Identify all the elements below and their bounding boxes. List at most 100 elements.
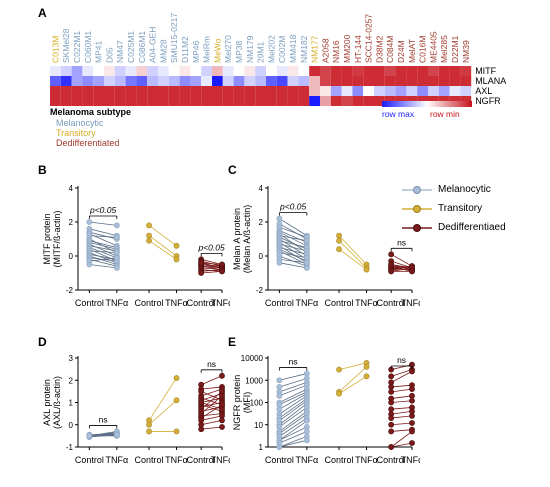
pair-line bbox=[391, 267, 413, 272]
pair-line bbox=[148, 225, 177, 247]
pair-line bbox=[391, 395, 413, 399]
heatmap-cell bbox=[82, 76, 94, 86]
heatmap-cell bbox=[104, 66, 115, 76]
data-point-control bbox=[388, 268, 395, 275]
pair-line bbox=[391, 407, 413, 410]
data-point-control bbox=[388, 406, 395, 413]
heatmap-cell bbox=[395, 76, 407, 86]
y-axis-label: Melan A protein bbox=[232, 208, 242, 270]
heatmap-cell bbox=[352, 96, 364, 106]
heatmap-column-label: SCC14-0257 bbox=[364, 14, 374, 63]
heatmap-cell bbox=[384, 76, 396, 86]
pair-line bbox=[391, 442, 413, 448]
y-tick-label: 0 bbox=[69, 252, 74, 261]
heatmap-cell bbox=[374, 96, 385, 106]
heatmap-column-label: MM418 bbox=[288, 34, 298, 63]
heatmap-cell bbox=[384, 66, 396, 76]
colorbar-min-label: row min bbox=[430, 109, 460, 119]
pair-line bbox=[201, 426, 223, 430]
data-point-tnfa bbox=[409, 368, 415, 375]
heatmap-column-label: NM177 bbox=[310, 35, 320, 63]
pair-line bbox=[148, 399, 177, 426]
pair-line bbox=[391, 265, 413, 270]
pair-line bbox=[338, 362, 367, 371]
pair-line bbox=[279, 439, 307, 448]
heatmap-cell bbox=[222, 86, 234, 96]
pair-line bbox=[201, 269, 223, 272]
x-tick-label: Control bbox=[75, 455, 104, 465]
data-point-control bbox=[336, 232, 342, 239]
y-tick-label: 10 bbox=[254, 421, 263, 430]
chart-melan-a: -2 0 2 4 Melan A protein (Melan A/ß-actin) Con… bbox=[232, 184, 420, 308]
data-point-tnfa bbox=[219, 417, 225, 424]
significance-label: ns bbox=[397, 355, 406, 365]
heatmap-cell bbox=[158, 76, 169, 86]
pair-line bbox=[390, 371, 413, 383]
heatmap-cell bbox=[406, 86, 418, 96]
heatmap-column-label: NM39 bbox=[461, 40, 471, 63]
pair-line bbox=[148, 377, 177, 421]
data-point-tnfa bbox=[409, 392, 415, 399]
data-point-tnfa bbox=[173, 375, 180, 381]
data-point-control bbox=[276, 259, 283, 266]
x-tick-label: Control bbox=[135, 455, 164, 465]
pair-line bbox=[279, 403, 308, 426]
legend-melanocytic: Melanocytic bbox=[400, 180, 550, 199]
x-tick-label: Control bbox=[325, 298, 354, 308]
pair-line bbox=[338, 248, 367, 270]
heatmap-cell bbox=[309, 86, 320, 96]
significance-label: p<0.05 bbox=[197, 242, 225, 252]
legend-transitory: Transitory bbox=[400, 199, 550, 218]
data-point-tnfa bbox=[173, 242, 180, 249]
y-tick-label: 1 bbox=[259, 443, 264, 452]
y-tick-label: 100 bbox=[250, 399, 264, 408]
heatmap-cell bbox=[287, 76, 299, 86]
heatmap-cell bbox=[190, 96, 202, 106]
heatmap-cell bbox=[125, 86, 137, 96]
heatmap-cell bbox=[320, 66, 331, 76]
pair-line bbox=[279, 407, 308, 428]
heatmap-cell bbox=[71, 86, 83, 96]
x-tick-label: TNFα bbox=[401, 298, 420, 308]
heatmap-cell bbox=[212, 96, 223, 106]
pair-line bbox=[391, 429, 413, 432]
pair-line bbox=[279, 391, 308, 406]
pair-line bbox=[391, 364, 413, 371]
heatmap-cell bbox=[158, 96, 169, 106]
heatmap-cell bbox=[233, 86, 245, 96]
pair-line bbox=[201, 402, 223, 410]
heatmap-cell bbox=[244, 76, 256, 86]
heatmap-row-label: AXL bbox=[475, 86, 492, 96]
data-point-control bbox=[388, 251, 395, 258]
data-point-control bbox=[198, 426, 205, 433]
heatmap-column-label: MP46 bbox=[191, 41, 201, 63]
heatmap-cell bbox=[201, 86, 212, 96]
heatmap-cell bbox=[320, 86, 331, 96]
heatmap-cell bbox=[190, 86, 202, 96]
heatmap-column-label: C025M1 bbox=[126, 31, 136, 63]
heatmap-cell bbox=[50, 86, 61, 96]
pair-line bbox=[279, 400, 308, 422]
heatmap-cell bbox=[212, 66, 223, 76]
pair-line bbox=[391, 415, 413, 419]
heatmap-cell bbox=[147, 96, 158, 106]
pair-line bbox=[200, 395, 223, 414]
heatmap-cell bbox=[244, 66, 256, 76]
colorbar bbox=[382, 101, 472, 107]
data-point-control bbox=[336, 390, 342, 397]
pair-line bbox=[279, 411, 308, 432]
pair-line bbox=[201, 270, 223, 274]
y-tick-label: -2 bbox=[66, 286, 74, 295]
heatmap-cell bbox=[233, 76, 245, 86]
heatmap-cell bbox=[93, 86, 104, 96]
data-point-control bbox=[336, 237, 342, 244]
pair-line bbox=[391, 388, 413, 393]
x-tick-label: TNFα bbox=[105, 455, 128, 465]
heatmap-cell bbox=[330, 86, 342, 96]
heatmap-column-label: C022M1 bbox=[72, 31, 82, 63]
data-point-control bbox=[276, 444, 283, 450]
y-axis-label: MITF protein bbox=[42, 213, 52, 264]
pair-line bbox=[279, 426, 308, 441]
significance-label: ns bbox=[207, 359, 216, 369]
heatmap-cell bbox=[352, 66, 364, 76]
